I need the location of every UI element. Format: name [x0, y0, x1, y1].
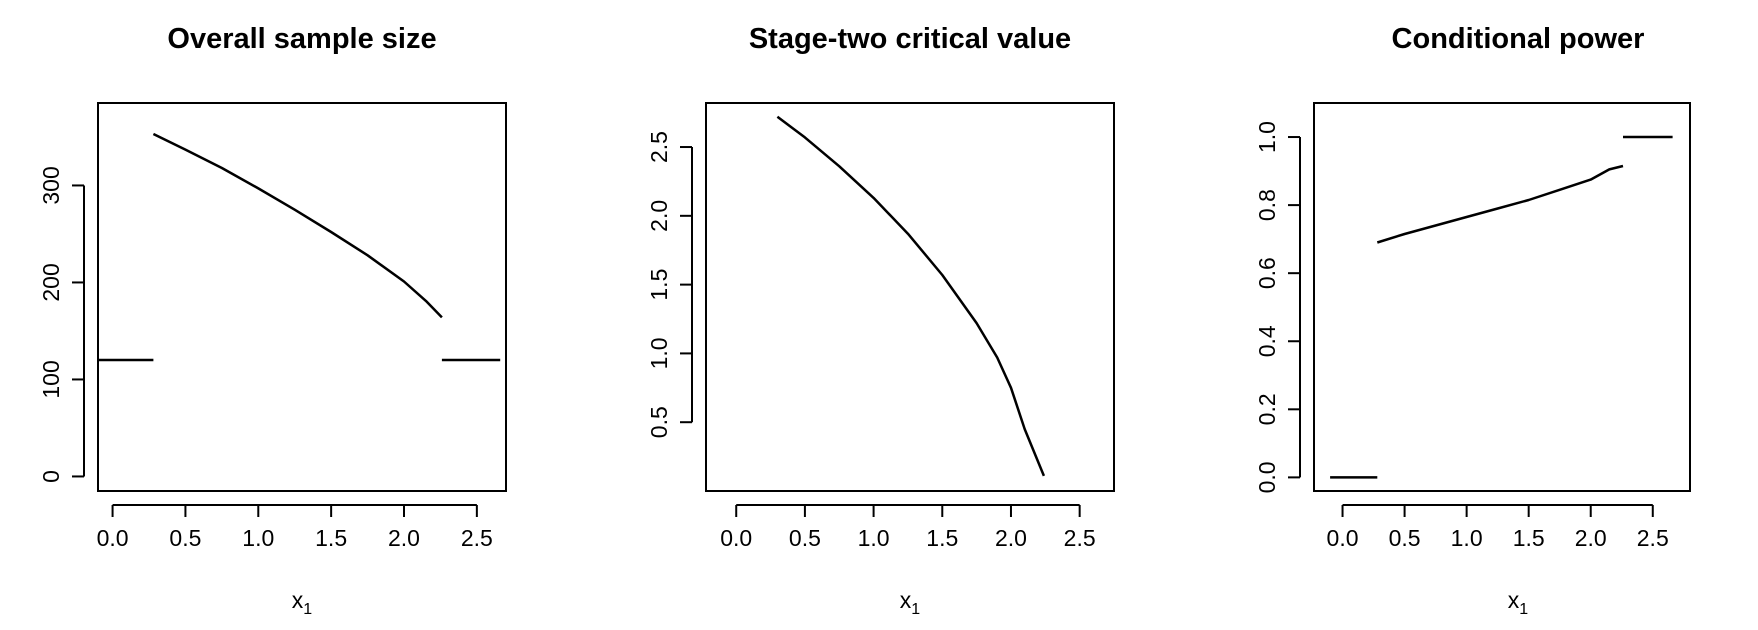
- x-axis-label-base: x: [1508, 587, 1520, 613]
- series-line-1: [152, 132, 443, 319]
- y-tick-label: 1.0: [1254, 121, 1280, 153]
- y-tick-label: 0.6: [1254, 257, 1280, 289]
- x-tick-label: 0.5: [789, 525, 821, 551]
- x-tick-label: 1.5: [926, 525, 958, 551]
- y-tick-label: 0.0: [1254, 461, 1280, 493]
- chart-title: Overall sample size: [167, 23, 436, 55]
- y-tick-label: 0.2: [1254, 393, 1280, 425]
- x-tick-label: 1.0: [242, 525, 274, 551]
- y-tick-label: 1.0: [646, 337, 672, 369]
- x-axis-label-subscript: 1: [911, 601, 920, 618]
- x-axis-label-subscript: 1: [1519, 601, 1528, 618]
- x-tick-label: 2.5: [1637, 525, 1669, 551]
- plot-frame: [97, 102, 507, 492]
- plot-frame: [1313, 102, 1691, 492]
- x-axis-label-base: x: [900, 587, 912, 613]
- x-tick-label: 1.0: [858, 525, 890, 551]
- x-axis-label: x1: [900, 587, 921, 618]
- plot-frame: [705, 102, 1115, 492]
- x-tick-label: 0.0: [1327, 525, 1359, 551]
- chart-title: Conditional power: [1392, 23, 1645, 55]
- y-tick-label: 0.5: [646, 406, 672, 438]
- y-tick-label: 2.5: [646, 131, 672, 163]
- y-tick-label: 100: [38, 360, 64, 398]
- y-tick-label: 0: [38, 470, 64, 483]
- y-tick-label: 200: [38, 263, 64, 301]
- x-axis-label-subscript: 1: [303, 601, 312, 618]
- y-tick-label: 0.4: [1254, 325, 1280, 357]
- x-tick-label: 2.5: [461, 525, 493, 551]
- panel-stage-two-critical-value: Stage-two critical value 0.0 0.5 1.0 1.5 2.0 2…: [646, 23, 1115, 618]
- x-tick-label: 2.5: [1064, 525, 1096, 551]
- x-tick-label: 2.0: [388, 525, 420, 551]
- panel-conditional-power: Conditional power 0.0 0.5 1.0 1.5 2.0 2.5 0.0 0.…: [1254, 23, 1691, 618]
- x-tick-label: 0.5: [1389, 525, 1421, 551]
- x-tick-label: 0.5: [169, 525, 201, 551]
- chart-title: Stage-two critical value: [749, 23, 1071, 55]
- x-tick-label: 1.5: [1513, 525, 1545, 551]
- x-tick-label: 0.0: [720, 525, 752, 551]
- x-tick-label: 0.0: [97, 525, 129, 551]
- y-tick-label: 300: [38, 166, 64, 204]
- x-axis-label: x1: [1508, 587, 1529, 618]
- series-line-1: [1376, 164, 1624, 244]
- panel-overall-sample-size: Overall sample size 0.0 0.5 1.0 1.5 2.0 2.5 0 10…: [38, 23, 507, 618]
- x-tick-label: 2.0: [1575, 525, 1607, 551]
- series-line-0: [776, 115, 1046, 477]
- x-axis-label: x1: [292, 587, 313, 618]
- y-tick-label: 0.8: [1254, 189, 1280, 221]
- x-tick-label: 1.5: [315, 525, 347, 551]
- y-tick-label: 1.5: [646, 269, 672, 301]
- x-tick-label: 1.0: [1451, 525, 1483, 551]
- x-tick-label: 2.0: [995, 525, 1027, 551]
- y-tick-label: 2.0: [646, 200, 672, 232]
- x-axis-label-base: x: [292, 587, 304, 613]
